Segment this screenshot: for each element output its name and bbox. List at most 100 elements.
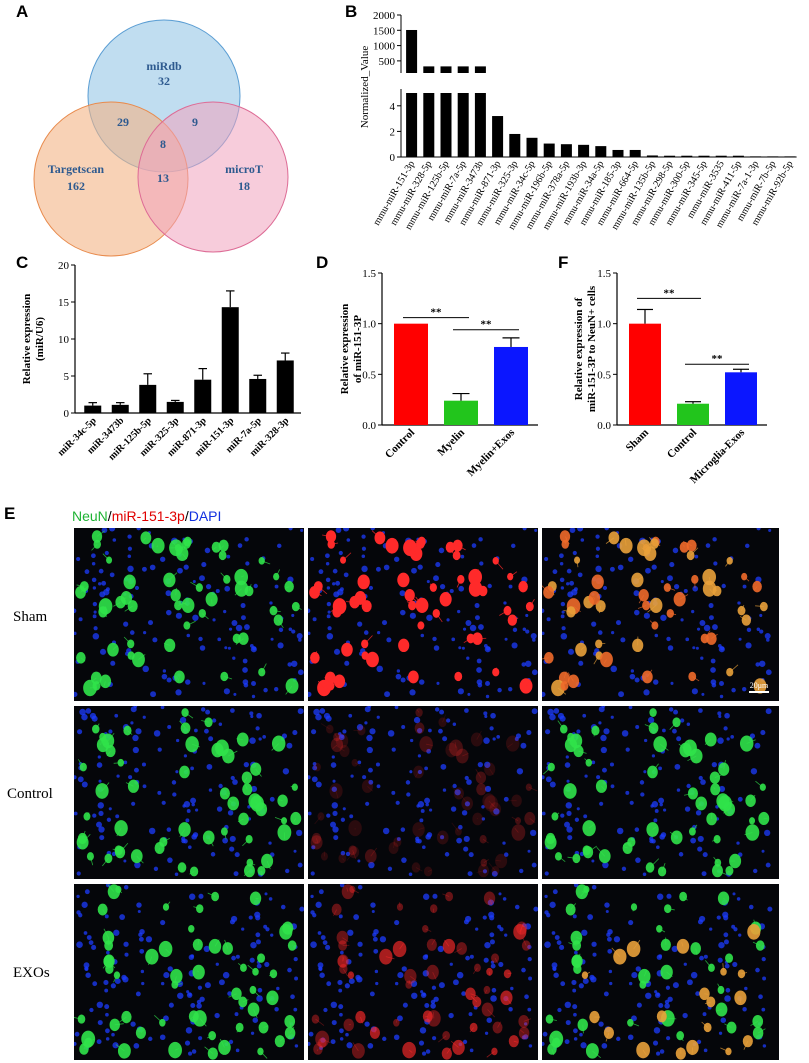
- dapi-nucleus: [746, 627, 752, 633]
- dapi-nucleus: [344, 660, 350, 666]
- dapi-nucleus: [400, 677, 406, 683]
- cell-process: [220, 572, 228, 580]
- cell-process: [563, 610, 572, 613]
- cell-process: [273, 610, 281, 613]
- dapi-nucleus: [504, 637, 508, 641]
- cell-body: [470, 732, 483, 747]
- dapi-nucleus: [141, 566, 147, 572]
- dapi-nucleus: [132, 734, 139, 742]
- dapi-nucleus: [454, 789, 461, 796]
- cell-body: [644, 546, 657, 562]
- dapi-nucleus: [468, 1012, 473, 1017]
- cell-body: [220, 671, 229, 682]
- dapi-nucleus: [288, 528, 293, 531]
- cell-body: [445, 891, 454, 902]
- cell-process: [113, 601, 121, 607]
- cell-process: [253, 1009, 258, 1019]
- cell-process: [753, 586, 758, 591]
- dapi-nucleus: [635, 857, 641, 863]
- cell-body: [691, 574, 699, 584]
- cell-body: [91, 530, 103, 543]
- dapi-nucleus: [610, 665, 618, 673]
- dapi-nucleus: [560, 981, 566, 987]
- dapi-nucleus: [595, 546, 601, 551]
- dapi-nucleus: [332, 810, 338, 817]
- dapi-nucleus: [457, 609, 461, 614]
- dapi-nucleus: [605, 909, 609, 913]
- dapi-nucleus: [264, 892, 268, 896]
- cell-body: [92, 681, 101, 691]
- dapi-nucleus: [396, 669, 401, 673]
- cell-body: [339, 963, 348, 974]
- cell-body: [608, 531, 620, 545]
- dapi-nucleus: [338, 550, 343, 556]
- dapi-nucleus: [591, 859, 595, 863]
- dapi-nucleus: [397, 972, 404, 979]
- dapi-nucleus: [76, 729, 83, 735]
- cell-body: [317, 812, 325, 821]
- cell-body: [181, 708, 189, 717]
- panel-letter-c: C: [16, 253, 29, 272]
- dapi-nucleus: [603, 728, 610, 735]
- dapi-nucleus: [466, 656, 470, 660]
- cell-process: [224, 831, 227, 840]
- dapi-nucleus: [664, 1003, 670, 1009]
- cell-body: [453, 787, 464, 800]
- dapi-nucleus: [468, 852, 474, 858]
- dapi-nucleus: [464, 775, 469, 781]
- dapi-nucleus: [732, 961, 738, 968]
- micrograph-exos-mir: [308, 884, 538, 1060]
- tick-label-b-lower: 2: [390, 126, 396, 138]
- cell-process: [601, 785, 606, 791]
- dapi-nucleus: [457, 688, 464, 695]
- dapi-nucleus: [484, 1031, 489, 1035]
- dapi-nucleus: [703, 954, 708, 959]
- cell-process: [491, 807, 496, 810]
- dapi-nucleus: [325, 944, 331, 950]
- cell-body: [181, 597, 195, 614]
- dapi-nucleus: [426, 579, 430, 584]
- cell-process: [584, 758, 590, 764]
- dapi-nucleus: [666, 893, 672, 899]
- cell-body: [570, 930, 583, 945]
- cell-process: [570, 903, 577, 910]
- cell-body: [287, 940, 297, 951]
- tick-label-y: 1.0: [362, 319, 376, 331]
- cell-process: [704, 630, 711, 639]
- dapi-nucleus: [274, 584, 279, 589]
- xtick-label: Sham: [624, 427, 652, 455]
- cell-process: [317, 680, 325, 689]
- cell-body: [695, 796, 708, 811]
- dapi-nucleus: [573, 1037, 578, 1041]
- cell-process: [509, 571, 518, 577]
- dapi-nucleus: [194, 728, 198, 733]
- dapi-nucleus: [667, 645, 674, 651]
- cell-body: [649, 597, 663, 614]
- dapi-nucleus: [708, 603, 714, 609]
- dapi-nucleus: [608, 969, 613, 974]
- micrograph-signal: [74, 528, 304, 699]
- dapi-nucleus: [436, 681, 440, 685]
- cell-process: [580, 646, 585, 650]
- dapi-nucleus: [123, 884, 129, 890]
- cell-body: [683, 739, 697, 757]
- dapi-nucleus: [559, 553, 564, 559]
- cell-process: [255, 768, 262, 777]
- cell-body: [326, 681, 335, 691]
- cell-body: [347, 971, 355, 979]
- dapi-nucleus: [464, 708, 469, 713]
- dapi-nucleus: [294, 1044, 299, 1048]
- cell-process: [119, 842, 129, 853]
- dapi-nucleus: [106, 950, 110, 955]
- cell-body: [543, 585, 554, 599]
- dapi-nucleus: [731, 687, 736, 693]
- cell-body: [423, 866, 433, 877]
- cell-body: [238, 996, 248, 1008]
- dapi-nucleus: [738, 637, 742, 641]
- dapi-nucleus: [135, 991, 141, 997]
- cell-process: [587, 845, 597, 853]
- dapi-nucleus: [287, 662, 292, 667]
- dapi-nucleus: [339, 1012, 343, 1017]
- dapi-nucleus: [411, 567, 417, 574]
- dapi-nucleus: [742, 1007, 747, 1012]
